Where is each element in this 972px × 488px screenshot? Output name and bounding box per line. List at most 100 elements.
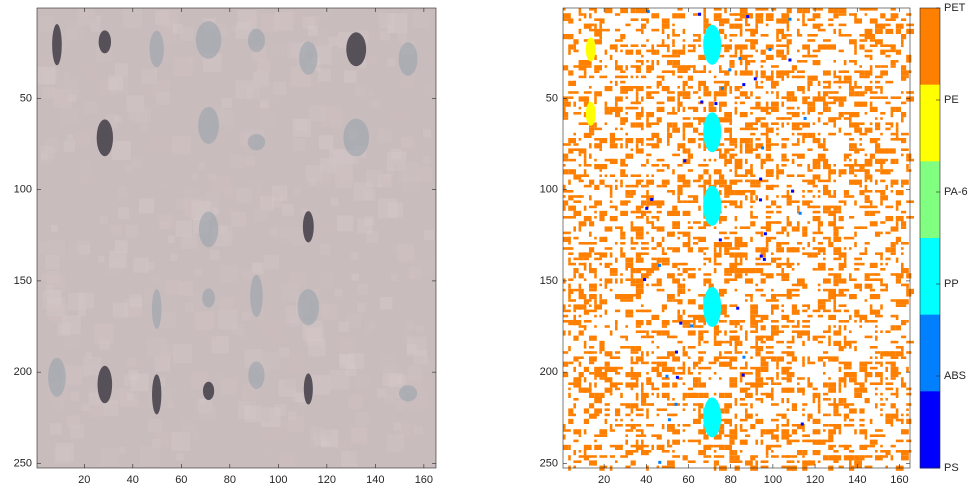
pet-pixels — [833, 91, 838, 94]
pet-pixels — [833, 180, 836, 183]
ps-pixels — [668, 418, 671, 421]
pet-pixels — [563, 434, 566, 439]
pet-pixels — [880, 414, 883, 417]
pet-pixels — [568, 419, 573, 424]
pet-pixels — [610, 263, 613, 266]
plastic-piece — [98, 366, 113, 403]
pet-pixels — [615, 382, 623, 385]
pet-pixels — [605, 403, 610, 406]
pet-pixels — [875, 310, 880, 315]
pet-pixels — [724, 50, 729, 53]
pet-pixels — [735, 169, 738, 174]
pet-pixels — [605, 310, 608, 315]
pet-pixels — [698, 96, 701, 99]
pet-pixels — [615, 258, 618, 263]
pet-pixels — [870, 346, 878, 349]
pet-pixels — [662, 76, 665, 81]
pet-pixels — [625, 8, 628, 11]
pet-pixels — [839, 226, 844, 229]
pet-pixels — [631, 8, 636, 13]
pet-pixels — [849, 341, 857, 344]
pet-pixels — [901, 414, 904, 417]
pet-pixels — [714, 356, 719, 361]
pet-pixels — [620, 34, 625, 39]
pet-pixels — [636, 216, 644, 219]
plastic-piece — [303, 211, 314, 242]
pet-pixels — [714, 450, 717, 453]
pet-pixels — [833, 455, 841, 460]
pet-pixels — [579, 226, 582, 231]
pet-pixels — [807, 164, 810, 169]
pet-pixels — [646, 143, 651, 146]
pet-pixels — [636, 424, 641, 427]
pet-pixels — [865, 455, 873, 458]
pet-pixels — [833, 232, 838, 237]
pet-pixels — [813, 211, 821, 214]
image-noise — [141, 124, 148, 131]
pet-pixels — [875, 128, 880, 131]
image-noise — [339, 440, 348, 449]
pet-pixels — [599, 278, 602, 281]
pet-pixels — [646, 211, 651, 214]
pet-pixels — [683, 107, 686, 112]
pet-pixels — [719, 455, 724, 458]
pet-pixels — [579, 180, 584, 183]
pet-pixels — [750, 143, 753, 148]
pet-pixels — [813, 393, 818, 398]
pet-pixels — [901, 299, 909, 304]
pet-pixels — [745, 460, 753, 465]
pet-pixels — [901, 44, 904, 47]
pet-pixels — [610, 143, 615, 148]
pet-pixels — [646, 310, 651, 313]
image-noise — [387, 434, 405, 452]
pet-pixels — [797, 138, 800, 143]
pet-pixels — [771, 299, 779, 302]
image-noise — [94, 324, 114, 344]
pet-pixels — [875, 372, 883, 377]
pet-pixels — [823, 143, 826, 148]
pet-pixels — [729, 356, 737, 361]
pet-pixels — [667, 128, 670, 133]
plastic-piece — [202, 288, 215, 307]
pet-pixels — [854, 263, 859, 266]
pet-pixels — [901, 226, 906, 229]
pet-pixels — [833, 294, 838, 297]
y-tick-label: 100 — [540, 184, 558, 196]
pet-pixels — [875, 8, 878, 11]
pet-pixels — [584, 174, 589, 177]
image-noise — [309, 178, 317, 186]
ps-pixels — [728, 68, 731, 71]
pet-pixels — [646, 336, 654, 339]
pet-pixels — [615, 81, 618, 86]
pet-pixels — [750, 268, 755, 273]
pet-pixels — [636, 122, 644, 127]
pet-pixels — [828, 174, 831, 179]
pet-pixels — [677, 315, 682, 320]
pet-pixels — [594, 237, 597, 240]
pet-pixels — [885, 450, 890, 455]
pet-pixels — [657, 242, 662, 247]
pet-pixels — [828, 169, 833, 174]
pet-pixels — [735, 351, 740, 354]
pet-pixels — [849, 367, 852, 370]
pet-pixels — [849, 81, 852, 86]
image-noise — [391, 274, 399, 282]
pet-pixels — [683, 180, 691, 185]
pet-pixels — [755, 372, 760, 377]
pet-pixels — [859, 455, 864, 460]
pet-pixels — [584, 419, 589, 424]
pet-pixels — [807, 419, 810, 422]
pet-pixels — [828, 273, 833, 276]
image-noise — [165, 450, 172, 457]
pet-pixels — [740, 237, 743, 242]
pet-pixels — [818, 336, 826, 339]
ps-pixels — [675, 403, 678, 406]
pet-pixels — [641, 362, 649, 365]
image-noise — [56, 443, 74, 461]
pet-pixels — [844, 320, 849, 323]
image-noise — [217, 109, 233, 125]
pet-pixels — [781, 304, 784, 307]
pet-pixels — [584, 310, 589, 315]
pet-pixels — [787, 216, 790, 221]
